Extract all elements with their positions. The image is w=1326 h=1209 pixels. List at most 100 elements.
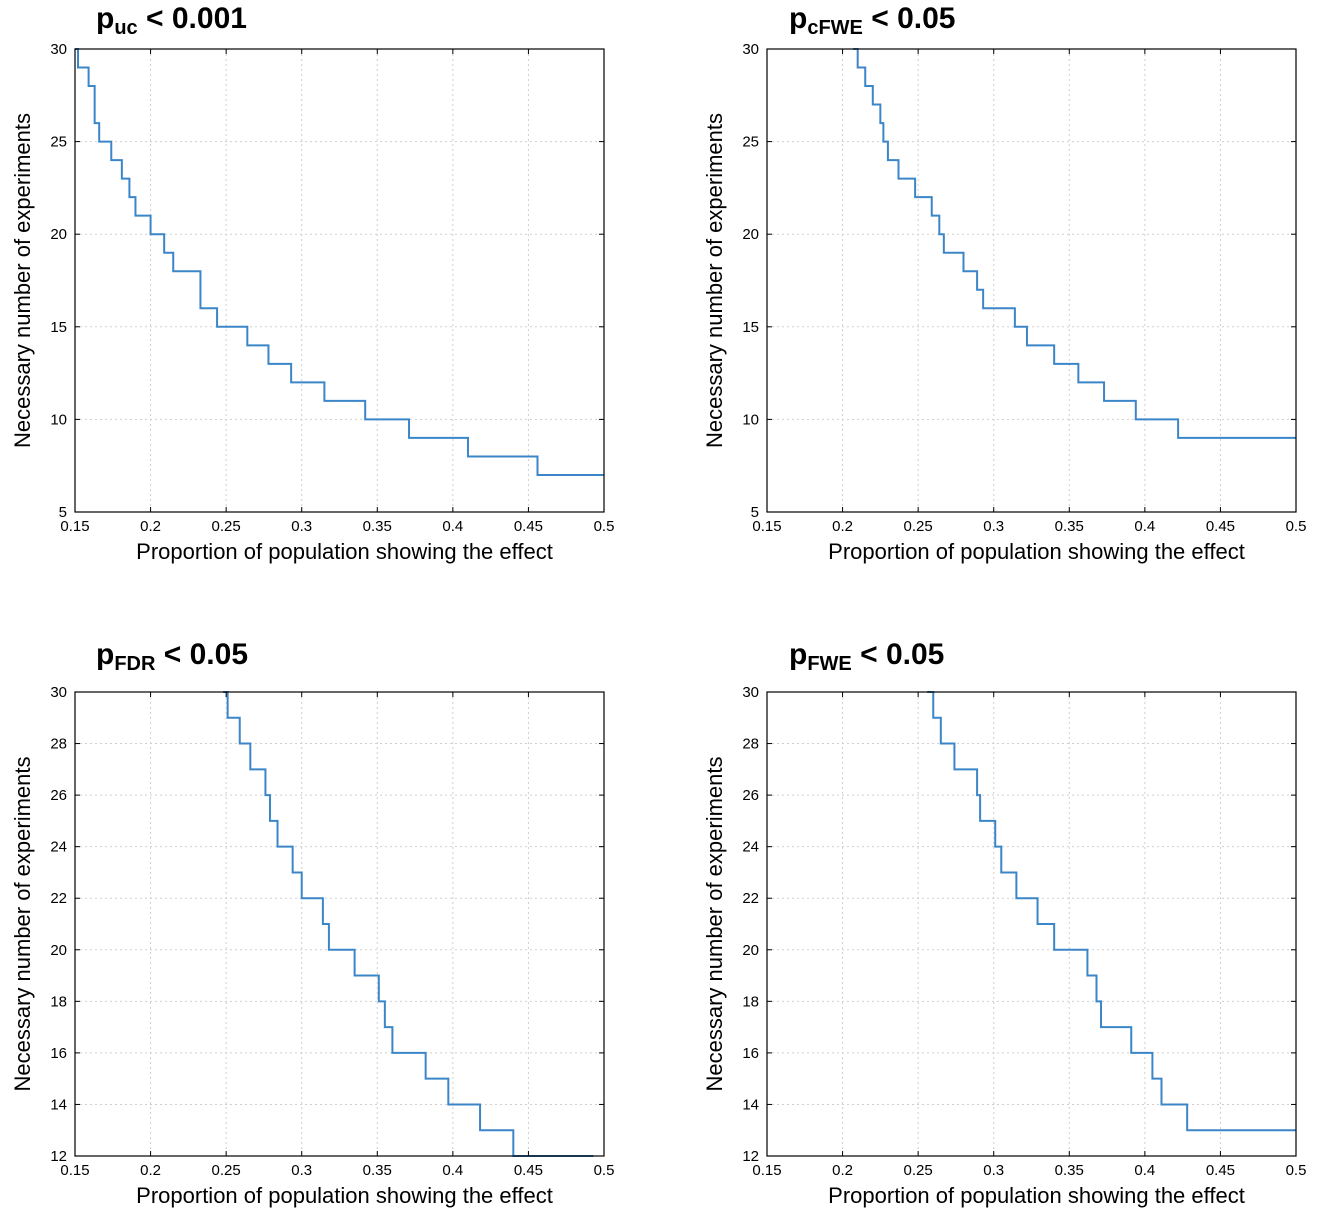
x-tick-label: 0.45 [1206, 1162, 1235, 1179]
y-tick-label: 28 [742, 736, 759, 753]
y-tick-label: 15 [50, 319, 67, 336]
y-tick-label: 25 [50, 134, 67, 151]
y-tick-label: 14 [742, 1096, 759, 1113]
x-tick-label: 0.4 [442, 1162, 463, 1179]
y-tick-label: 20 [50, 226, 67, 243]
y-tick-label: 20 [742, 942, 759, 959]
y-tick-label: 24 [50, 839, 67, 856]
x-axis-label: Proportion of population showing the eff… [828, 539, 1245, 564]
x-axis-label: Proportion of population showing the eff… [136, 1183, 553, 1208]
x-tick-label: 0.45 [514, 1162, 543, 1179]
panel-title-uc: puc < 0.001 [96, 2, 247, 40]
y-tick-label: 15 [742, 319, 759, 336]
x-tick-label: 0.15 [752, 518, 781, 535]
axes-box [74, 691, 605, 1157]
y-tick-label: 14 [50, 1096, 67, 1113]
x-tick-label: 0.45 [514, 518, 543, 535]
x-tick-label: 0.45 [1206, 518, 1235, 535]
series-line-0 [853, 48, 1296, 439]
y-tick-label: 16 [742, 1045, 759, 1062]
x-tick-label: 0.2 [140, 1162, 161, 1179]
x-tick-label: 0.5 [594, 518, 615, 535]
y-tick-label: 30 [742, 41, 759, 58]
title-main: p [96, 2, 115, 35]
x-tick-label: 0.3 [983, 518, 1004, 535]
x-tick-label: 0.35 [363, 1162, 392, 1179]
x-tick-label: 0.5 [594, 1162, 615, 1179]
y-tick-label: 30 [50, 41, 67, 58]
y-axis-label: Necessary number of experiments [702, 113, 727, 448]
y-tick-label: 10 [742, 411, 759, 428]
y-tick-label: 24 [742, 839, 759, 856]
chart-panel-3: 0.15 0.2 0.25 0.3 0.35 0.4 0.45 0.5 12 14 16 18 20 22… [702, 684, 1306, 1208]
y-axis-label: Necessary number of experiments [10, 756, 35, 1091]
y-tick-label: 20 [50, 942, 67, 959]
y-tick-label: 5 [59, 504, 67, 521]
x-tick-label: 0.25 [212, 518, 241, 535]
title-threshold: < 0.05 [155, 638, 249, 671]
x-tick-label: 0.15 [60, 1162, 89, 1179]
y-tick-label: 16 [50, 1045, 67, 1062]
chart-panel-2: 0.15 0.2 0.25 0.3 0.35 0.4 0.45 0.5 12 14 16 18 20 22… [10, 684, 614, 1208]
series-line-0 [75, 48, 604, 476]
x-tick-label: 0.2 [140, 518, 161, 535]
x-tick-label: 0.4 [1134, 1162, 1155, 1179]
x-tick-label: 0.5 [1286, 1162, 1307, 1179]
panel-title-cfwe: pcFWE < 0.05 [789, 2, 955, 40]
x-tick-label: 0.3 [291, 518, 312, 535]
x-tick-label: 0.4 [1134, 518, 1155, 535]
y-tick-label: 25 [742, 134, 759, 151]
title-threshold: < 0.001 [137, 2, 247, 35]
chart-panel-0: 0.15 0.2 0.25 0.3 0.35 0.4 0.45 0.5 5 10 15 20 25 30 P… [10, 41, 614, 564]
x-tick-label: 0.5 [1286, 518, 1307, 535]
series-line-0 [223, 691, 594, 1157]
axes-box [766, 691, 1297, 1157]
y-tick-label: 18 [50, 993, 67, 1010]
y-tick-label: 20 [742, 226, 759, 243]
title-main: p [96, 638, 115, 671]
y-axis-label: Necessary number of experiments [10, 113, 35, 448]
y-tick-label: 18 [742, 993, 759, 1010]
y-tick-label: 30 [50, 684, 67, 701]
title-threshold: < 0.05 [862, 2, 956, 35]
x-axis-label: Proportion of population showing the eff… [828, 1183, 1245, 1208]
panel-title-fdr: pFDR < 0.05 [96, 638, 248, 676]
title-subscript: FDR [114, 653, 156, 675]
x-tick-label: 0.15 [60, 518, 89, 535]
title-subscript: cFWE [807, 17, 863, 39]
axes-box [766, 48, 1297, 513]
x-tick-label: 0.2 [832, 1162, 853, 1179]
x-tick-label: 0.4 [442, 518, 463, 535]
y-tick-label: 26 [742, 787, 759, 804]
x-tick-label: 0.35 [1055, 518, 1084, 535]
axes-box [74, 48, 605, 513]
chart-panel-1: 0.15 0.2 0.25 0.3 0.35 0.4 0.45 0.5 5 10 15 20 25 30 P… [702, 41, 1306, 564]
x-tick-label: 0.3 [983, 1162, 1004, 1179]
y-tick-label: 22 [50, 890, 67, 907]
x-tick-label: 0.25 [212, 1162, 241, 1179]
x-tick-label: 0.25 [904, 518, 933, 535]
y-tick-label: 30 [742, 684, 759, 701]
title-main: p [789, 638, 808, 671]
y-tick-label: 5 [751, 504, 759, 521]
x-tick-label: 0.35 [363, 518, 392, 535]
series-line-0 [927, 691, 1296, 1132]
title-subscript: uc [114, 17, 138, 39]
y-tick-label: 28 [50, 736, 67, 753]
y-tick-label: 10 [50, 411, 67, 428]
x-tick-label: 0.3 [291, 1162, 312, 1179]
panel-title-fwe: pFWE < 0.05 [789, 638, 944, 676]
x-tick-label: 0.35 [1055, 1162, 1084, 1179]
y-tick-label: 26 [50, 787, 67, 804]
y-tick-label: 12 [742, 1148, 759, 1165]
y-axis-label: Necessary number of experiments [702, 756, 727, 1091]
x-tick-label: 0.25 [904, 1162, 933, 1179]
x-tick-label: 0.2 [832, 518, 853, 535]
y-tick-label: 12 [50, 1148, 67, 1165]
x-tick-label: 0.15 [752, 1162, 781, 1179]
y-tick-label: 22 [742, 890, 759, 907]
x-axis-label: Proportion of population showing the eff… [136, 539, 553, 564]
title-subscript: FWE [807, 653, 852, 675]
title-threshold: < 0.05 [851, 638, 945, 671]
